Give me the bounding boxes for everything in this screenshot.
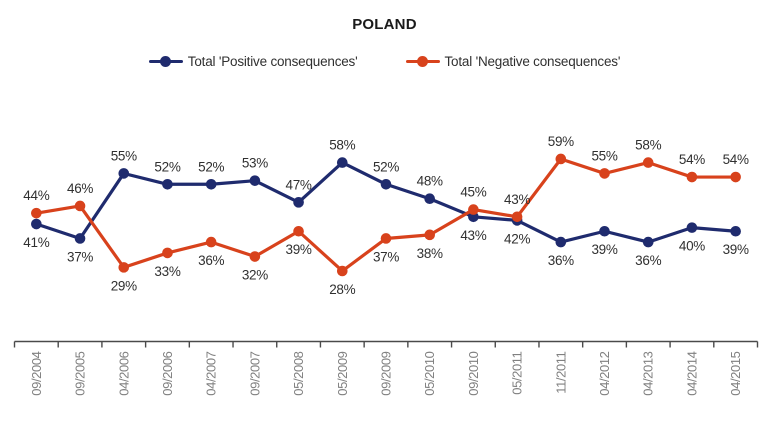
x-axis-label: 04/2007 (204, 351, 219, 395)
x-axis-label: 04/2013 (641, 351, 656, 395)
data-point (380, 233, 392, 244)
data-point (74, 200, 86, 212)
data-label: 55% (111, 148, 137, 163)
legend-label-negative: Total 'Negative consequences' (444, 54, 621, 69)
legend-item-negative: Total 'Negative consequences' (405, 54, 621, 69)
legend-item-positive: Total 'Positive consequences' (148, 54, 358, 69)
x-axis-label: 05/2010 (422, 351, 437, 395)
x-axis-label: 11/2011 (553, 351, 568, 393)
data-label: 52% (198, 159, 224, 174)
data-label: 39% (591, 242, 617, 257)
x-axis-label: 04/2015 (728, 351, 743, 395)
data-label: 33% (154, 264, 180, 279)
data-point (511, 211, 523, 223)
data-label: 36% (548, 253, 574, 268)
x-axis-label: 09/2005 (73, 351, 88, 395)
data-label: 37% (67, 249, 93, 264)
data-point (424, 193, 436, 205)
data-label: 39% (286, 242, 312, 257)
data-label: 44% (23, 188, 49, 203)
data-point (599, 168, 610, 179)
chart-title: POLAND (352, 16, 417, 33)
legend-marker-line-dot-icon (405, 56, 440, 67)
data-label: 36% (635, 253, 661, 268)
x-axis-label: 09/2004 (29, 351, 44, 395)
legend-label-positive: Total 'Positive consequences' (187, 54, 358, 69)
data-point (293, 197, 304, 208)
data-label: 58% (635, 138, 661, 153)
data-label: 48% (417, 174, 443, 189)
data-point (468, 204, 479, 215)
data-point (424, 229, 436, 241)
data-point (205, 178, 217, 190)
x-axis-label: 04/2012 (597, 351, 612, 395)
x-axis-label: 09/2007 (247, 351, 262, 395)
x-axis-label: 05/2011 (510, 351, 525, 394)
data-label: 54% (723, 152, 749, 167)
data-label: 40% (679, 239, 705, 254)
data-point (555, 236, 567, 248)
x-axis-label: 04/2006 (116, 351, 131, 395)
data-point (336, 157, 348, 168)
data-label: 28% (329, 282, 355, 297)
x-axis-label: 05/2008 (291, 351, 306, 395)
x-axis-label: 09/2010 (466, 351, 481, 395)
data-label: 36% (198, 253, 224, 268)
legend-marker-line-dot-icon (148, 56, 183, 67)
data-label: 43% (460, 228, 486, 243)
data-label: 53% (242, 156, 268, 171)
x-axis-label: 09/2009 (379, 351, 394, 395)
data-point (686, 171, 698, 183)
data-point (205, 236, 217, 248)
data-label: 54% (679, 152, 705, 167)
data-label: 38% (417, 246, 443, 261)
x-axis-label: 05/2009 (335, 351, 350, 395)
data-point (31, 218, 42, 230)
data-label: 37% (373, 249, 399, 264)
data-point (293, 225, 304, 237)
data-point (642, 236, 654, 248)
data-point (730, 225, 741, 237)
data-point (380, 178, 392, 190)
data-label: 43% (504, 192, 530, 207)
data-point (730, 171, 741, 183)
data-point (118, 262, 130, 273)
data-point (162, 247, 173, 259)
data-point (686, 222, 698, 233)
data-label: 52% (373, 159, 399, 174)
data-label: 32% (242, 268, 268, 283)
data-label: 41% (23, 235, 49, 250)
data-label: 52% (154, 159, 180, 174)
data-point (642, 157, 654, 168)
data-label: 58% (329, 138, 355, 153)
data-point (336, 265, 348, 277)
x-axis-label: 09/2006 (160, 351, 175, 395)
data-point (555, 153, 567, 165)
data-point (31, 207, 42, 219)
data-point (249, 175, 261, 186)
data-label: 59% (548, 134, 574, 149)
data-point (249, 251, 261, 262)
data-label: 42% (504, 231, 530, 246)
series-line-positive (34, 160, 738, 244)
data-point (162, 178, 173, 190)
data-label: 47% (286, 177, 312, 192)
data-label: 29% (111, 278, 137, 293)
data-point (118, 168, 130, 179)
x-axis-label: 04/2014 (684, 351, 699, 395)
data-label: 45% (460, 185, 486, 200)
data-label: 46% (67, 181, 93, 196)
legend: Total 'Positive consequences' Total 'Neg… (0, 54, 769, 69)
data-point (599, 225, 610, 237)
data-label: 55% (591, 148, 617, 163)
data-point (74, 233, 86, 244)
data-label: 39% (723, 242, 749, 257)
